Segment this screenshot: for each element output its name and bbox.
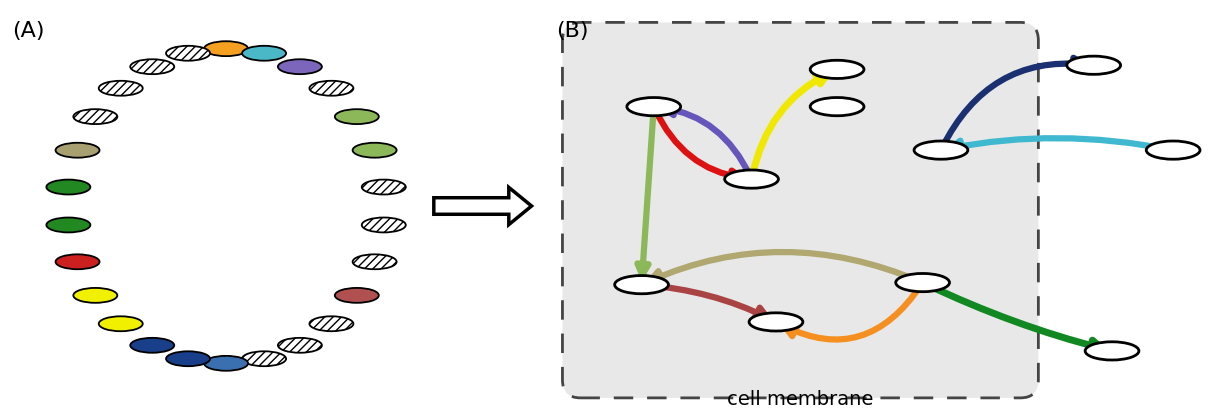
Ellipse shape [1085,342,1139,360]
FancyBboxPatch shape [562,24,1039,398]
Ellipse shape [749,313,803,331]
Ellipse shape [335,288,379,303]
Text: (B): (B) [556,21,589,40]
Ellipse shape [242,47,286,62]
Ellipse shape [73,110,117,125]
Ellipse shape [99,316,143,331]
Ellipse shape [627,98,681,116]
Ellipse shape [55,143,99,158]
Ellipse shape [131,60,175,75]
Ellipse shape [810,98,864,116]
Ellipse shape [46,180,90,195]
Ellipse shape [131,338,175,353]
Ellipse shape [362,180,406,195]
Ellipse shape [362,218,406,233]
Ellipse shape [309,82,353,97]
Ellipse shape [914,142,968,160]
Ellipse shape [242,351,286,366]
Ellipse shape [46,218,90,233]
Ellipse shape [309,316,353,331]
Ellipse shape [896,274,949,292]
Ellipse shape [55,255,99,270]
Ellipse shape [166,47,210,62]
Ellipse shape [335,110,379,125]
Ellipse shape [277,60,321,75]
Ellipse shape [73,288,117,303]
Polygon shape [434,188,532,225]
Ellipse shape [615,276,668,294]
Ellipse shape [1146,142,1200,160]
Ellipse shape [99,82,143,97]
Text: (A): (A) [12,21,45,40]
Ellipse shape [277,338,321,353]
Ellipse shape [204,42,248,57]
Text: cell membrane: cell membrane [727,389,874,408]
Ellipse shape [204,356,248,371]
Ellipse shape [353,255,397,270]
Ellipse shape [1067,57,1121,75]
Ellipse shape [810,61,864,79]
Ellipse shape [353,143,397,158]
Ellipse shape [725,171,778,189]
Ellipse shape [166,351,210,366]
